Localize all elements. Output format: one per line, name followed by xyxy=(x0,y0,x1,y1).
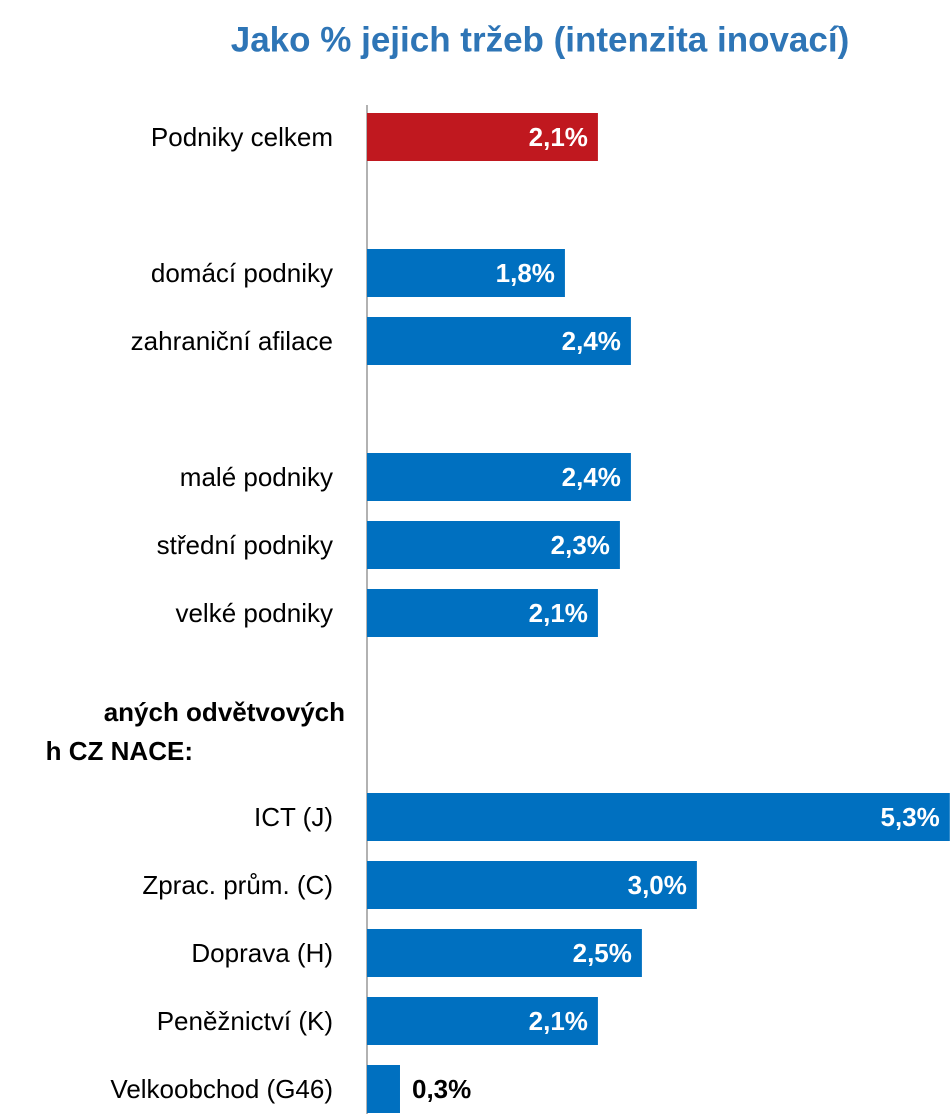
bar xyxy=(367,861,697,909)
bar xyxy=(367,997,598,1045)
bar xyxy=(367,453,631,501)
y-tick-label: velké podniky xyxy=(175,598,333,628)
bar xyxy=(367,793,950,841)
y-tick-label: střední podniky xyxy=(157,530,333,560)
bar xyxy=(367,589,598,637)
chart-title: Jako % jejich tržeb (intenzita inovací) xyxy=(231,20,849,59)
value-label: 2,1% xyxy=(529,598,588,628)
value-label: 2,1% xyxy=(529,1006,588,1036)
bar xyxy=(367,521,620,569)
bar xyxy=(367,249,565,297)
y-tick-label: Podniky celkem xyxy=(151,122,333,152)
y-tick-label: Peněžnictví (K) xyxy=(157,1006,333,1036)
value-label: 2,3% xyxy=(551,530,610,560)
y-tick-label: ICT (J) xyxy=(254,802,333,832)
y-tick-label: Velkoobchod (G46) xyxy=(110,1074,333,1104)
annotation: aných odvětvových xyxy=(104,697,345,727)
value-label: 2,1% xyxy=(529,122,588,152)
bar xyxy=(367,1065,400,1113)
y-tick-label: malé podniky xyxy=(180,462,333,492)
y-tick-label: Doprava (H) xyxy=(191,938,333,968)
bar xyxy=(367,317,631,365)
annotation: h CZ NACE: xyxy=(46,736,193,766)
y-tick-label: Zprac. prům. (C) xyxy=(142,870,333,900)
value-label: 3,0% xyxy=(628,870,687,900)
value-label: 5,3% xyxy=(881,802,940,832)
value-label: 2,4% xyxy=(562,462,621,492)
bar xyxy=(367,113,598,161)
value-label: 1,8% xyxy=(496,258,555,288)
value-label: 2,4% xyxy=(562,326,621,356)
value-label: 2,5% xyxy=(573,938,632,968)
y-tick-label: zahraniční afilace xyxy=(131,326,333,356)
bar xyxy=(367,929,642,977)
value-label: 0,3% xyxy=(412,1074,471,1104)
y-tick-label: domácí podniky xyxy=(151,258,333,288)
